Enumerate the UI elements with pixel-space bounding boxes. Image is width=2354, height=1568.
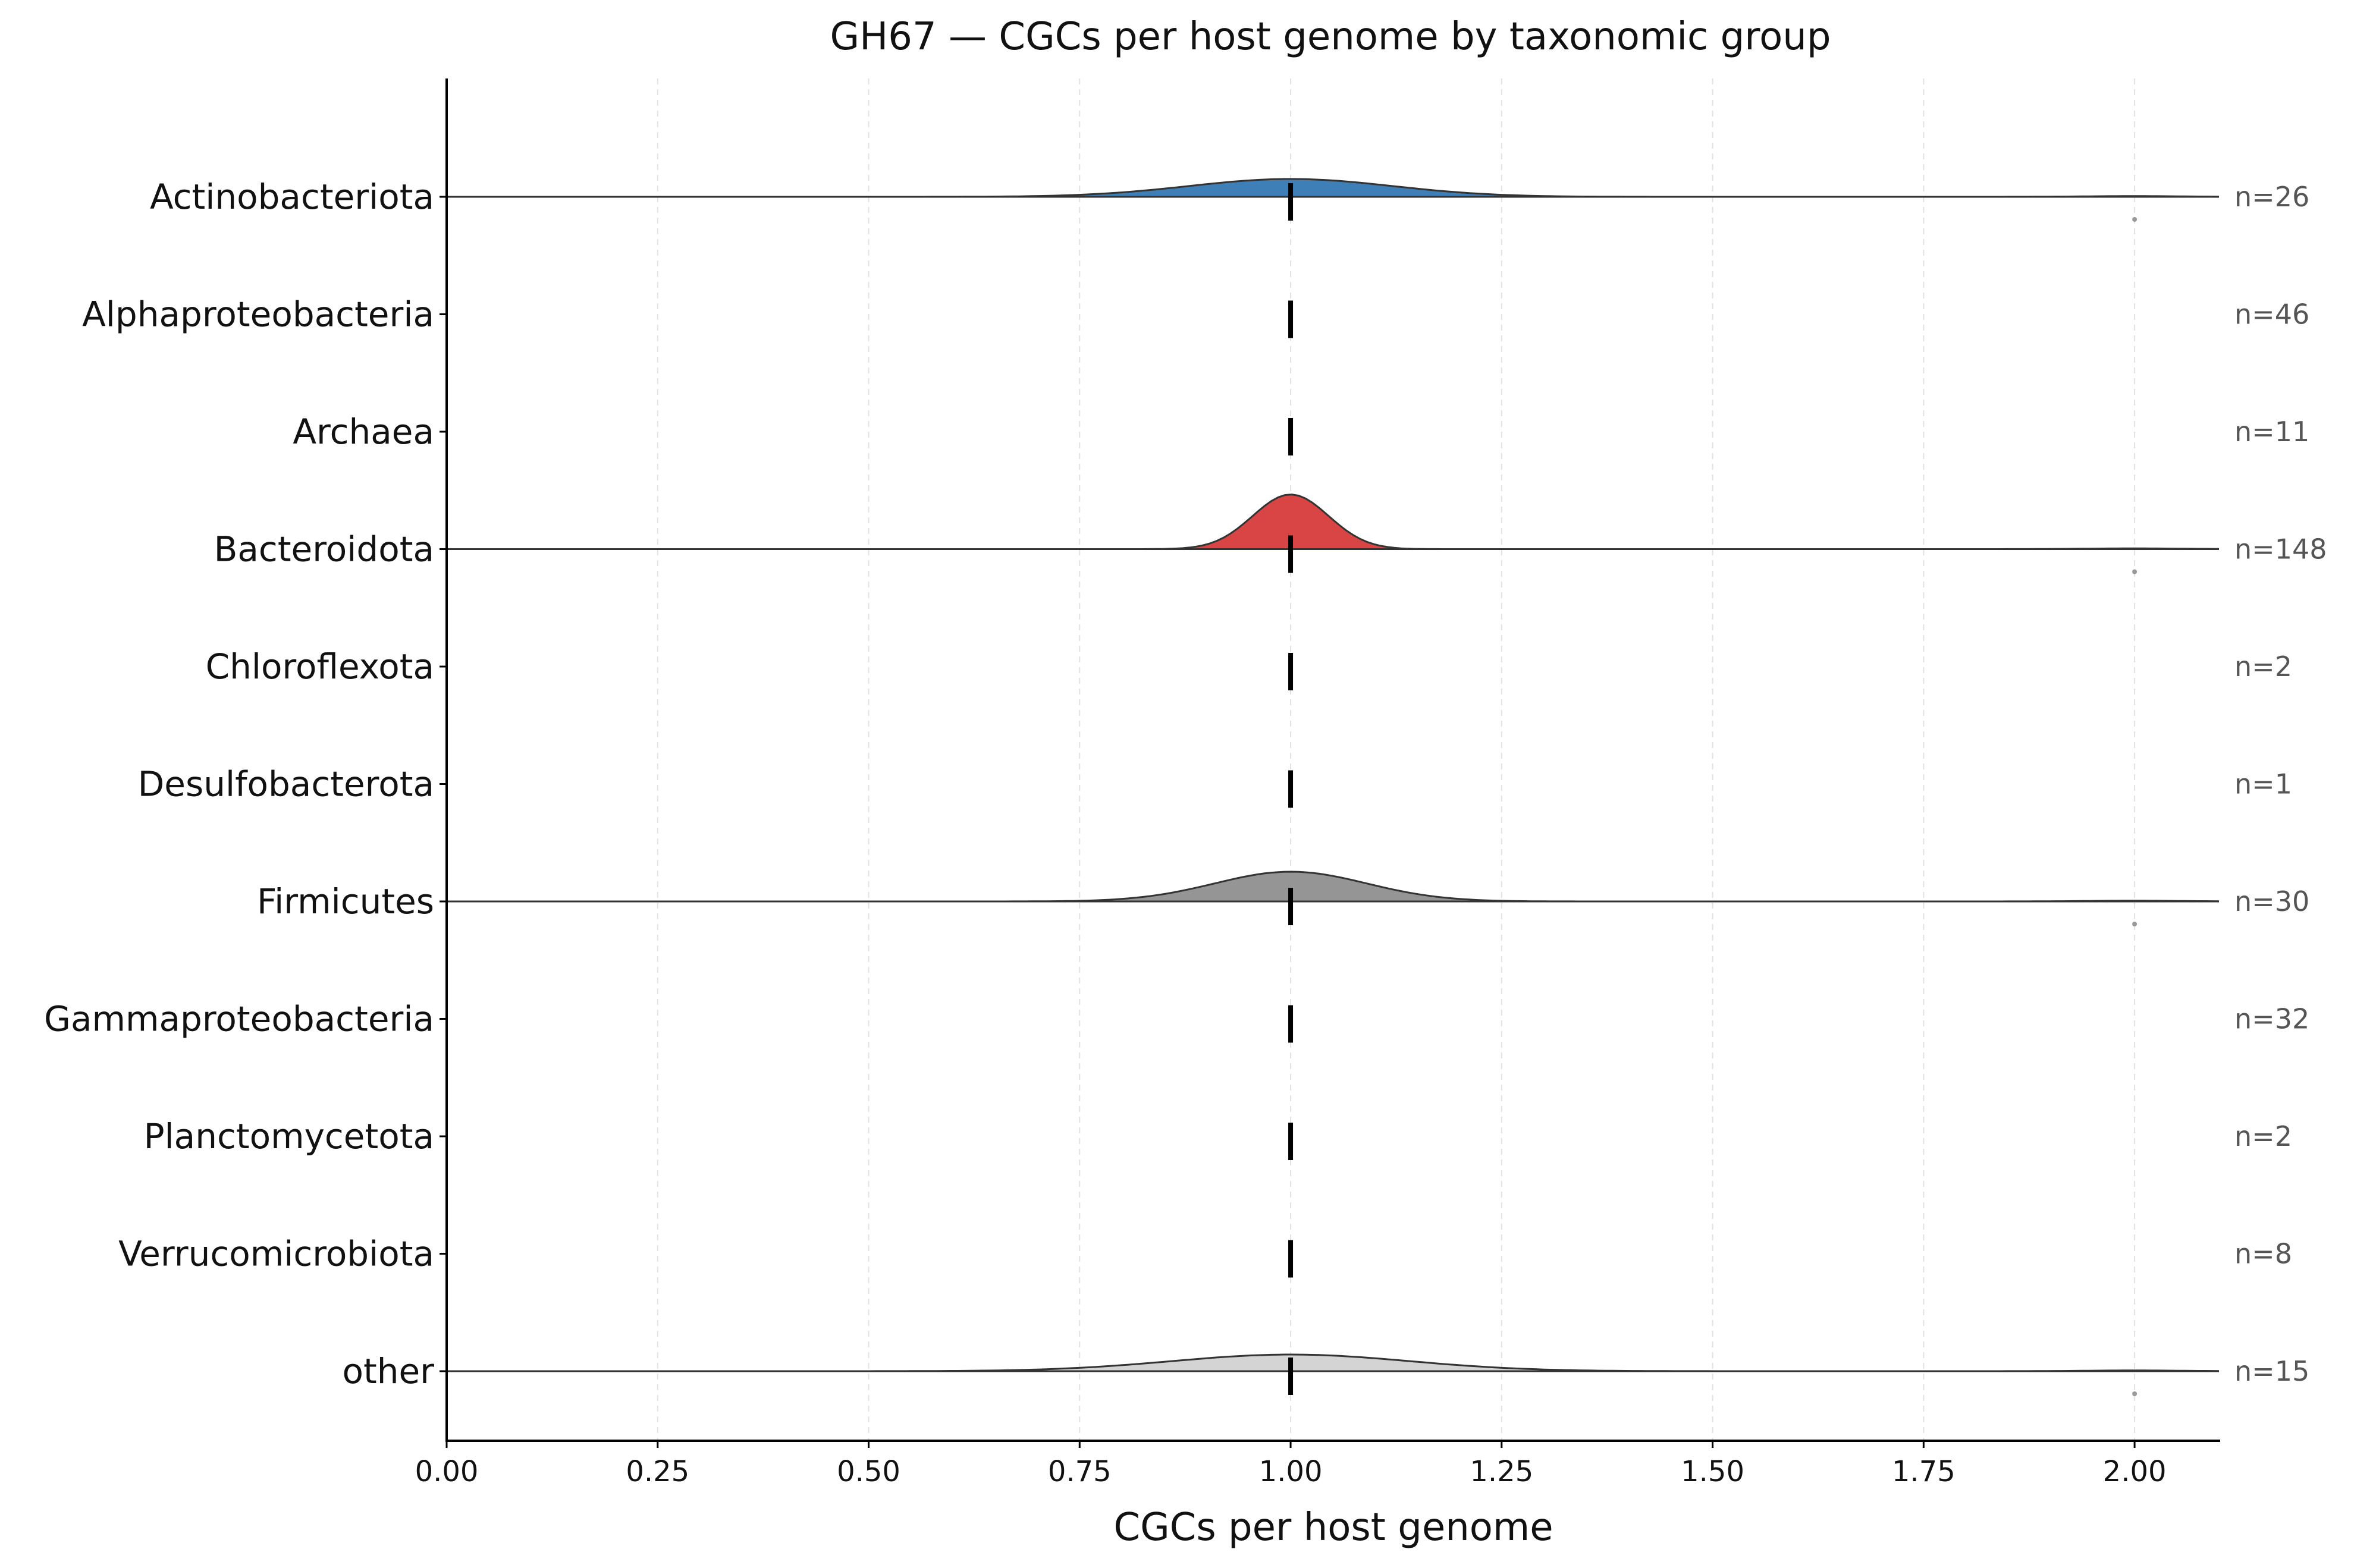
density-area (447, 1355, 2219, 1371)
x-axis-label: CGCs per host genome (1113, 1506, 1553, 1550)
density-area (447, 872, 2219, 901)
y-tick-label: Actinobacteriota (150, 177, 434, 217)
ridge-bacteroidota (447, 494, 2220, 574)
n-label: n=46 (2234, 298, 2309, 331)
x-tick-label: 1.25 (1470, 1455, 1533, 1488)
sample-size-labels: n=26 n=46 n=11 n=148 n=2 n=1 n=30 n=32 n=2 n=8 n=1… (2234, 181, 2327, 1387)
n-label: n=2 (2234, 651, 2292, 683)
ridges (447, 178, 2220, 1396)
n-label: n=32 (2234, 1003, 2309, 1035)
x-ticks: 0.00 0.25 0.50 0.75 1.00 1.25 1.50 1.75 2.00 (415, 1441, 2167, 1488)
y-tick-label: Planctomycetota (144, 1116, 434, 1157)
x-tick-label: 1.00 (1259, 1455, 1323, 1488)
ridge-actinobacteriota (447, 178, 2220, 222)
ridge-firmicutes (447, 871, 2220, 926)
n-label: n=15 (2234, 1355, 2309, 1387)
density-area (447, 494, 2219, 549)
n-label: n=26 (2234, 181, 2309, 213)
y-tick-label: Verrucomicrobiota (118, 1234, 434, 1274)
y-tick-label: other (342, 1351, 434, 1391)
outlier-point (2132, 217, 2138, 222)
x-tick-label: 2.00 (2103, 1455, 2167, 1488)
y-tick-label: Alphaproteobacteria (82, 294, 434, 335)
x-tick-label: 1.50 (1681, 1455, 1744, 1488)
n-label: n=1 (2234, 768, 2292, 800)
y-tick-labels: Actinobacteriota Alphaproteobacteria Archa… (44, 177, 447, 1391)
outlier-point (2132, 922, 2138, 926)
n-label: n=2 (2234, 1120, 2292, 1152)
outlier-point (2132, 1391, 2138, 1396)
n-label: n=148 (2234, 533, 2327, 565)
y-tick-label: Archaea (293, 411, 434, 452)
y-tick-label: Chloroflexota (206, 646, 434, 687)
x-tick-label: 0.50 (837, 1455, 900, 1488)
y-tick-label: Firmicutes (257, 881, 434, 922)
n-label: n=8 (2234, 1238, 2292, 1270)
density-area (447, 179, 2219, 197)
y-tick-label: Gammaproteobacteria (44, 999, 434, 1039)
x-tick-label: 0.25 (626, 1455, 689, 1488)
x-tick-label: 1.75 (1892, 1455, 1956, 1488)
x-tick-label: 0.75 (1048, 1455, 1112, 1488)
n-label: n=30 (2234, 885, 2309, 917)
x-tick-label: 0.00 (415, 1455, 479, 1488)
y-tick-label: Desulfobacterota (138, 764, 434, 805)
chart-title: GH67 — CGCs per host genome by taxonomic… (830, 15, 1831, 59)
outlier-point (2132, 569, 2138, 574)
n-label: n=11 (2234, 416, 2309, 448)
ridge-other (447, 1353, 2220, 1396)
y-tick-label: Bacteroidota (214, 529, 434, 570)
